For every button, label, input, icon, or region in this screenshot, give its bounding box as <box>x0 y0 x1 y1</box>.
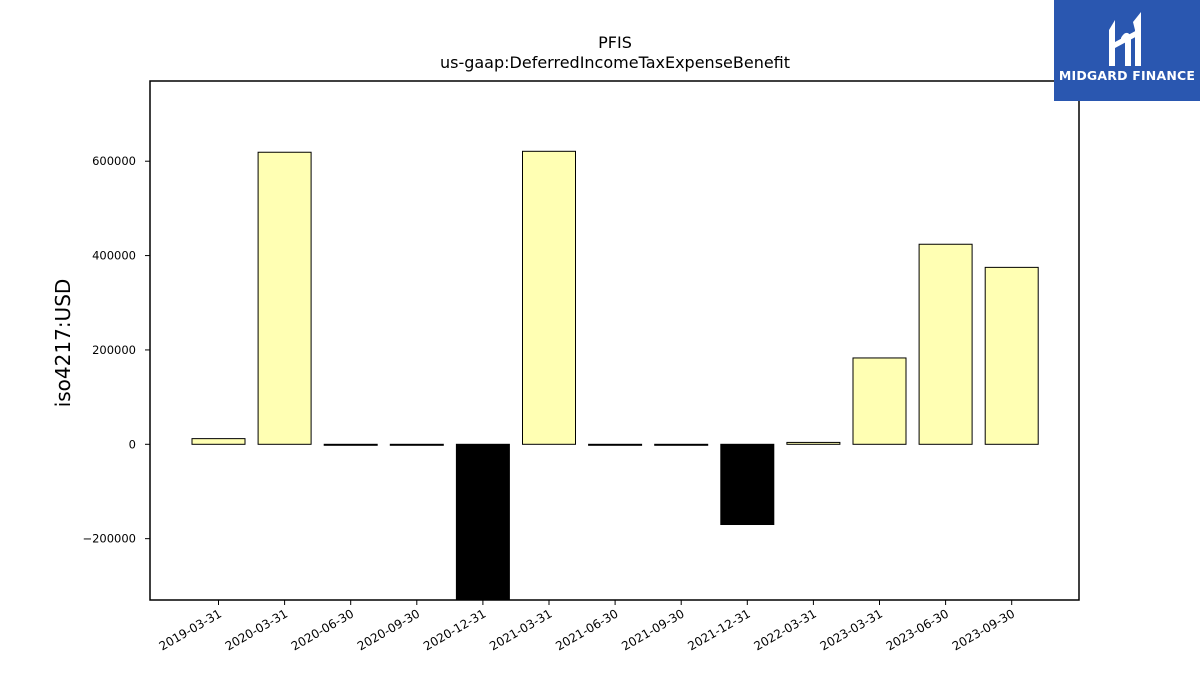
y-tick-label: 0 <box>129 437 136 451</box>
x-tick-label: 2021-12-31 <box>685 606 752 653</box>
x-tick-label: 2021-09-30 <box>619 606 686 653</box>
brand-name: MIDGARD FINANCE <box>1058 68 1196 83</box>
y-tick-label: 600000 <box>92 154 136 168</box>
x-tick-label: 2021-06-30 <box>553 606 620 653</box>
x-tick-label: 2019-03-31 <box>157 606 224 653</box>
x-tick-label: 2020-12-31 <box>421 606 488 653</box>
bar-2019-03-31 <box>191 438 246 445</box>
plot-frame <box>149 80 1080 601</box>
x-tick-label: 2020-03-31 <box>223 606 290 653</box>
bar-2020-03-31 <box>257 151 312 445</box>
bar-2021-03-31 <box>522 150 576 445</box>
chart-title: PFIS <box>598 33 632 52</box>
bar-2022-03-31 <box>786 441 841 445</box>
bar-2021-06-30 <box>588 443 643 446</box>
bar-2020-09-30 <box>389 443 444 446</box>
x-tick-label: 2022-03-31 <box>751 606 818 653</box>
chart-subtitle: us-gaap:DeferredIncomeTaxExpenseBenefit <box>440 53 790 72</box>
bar-2021-09-30 <box>654 443 709 446</box>
bar-2021-12-31 <box>720 443 775 526</box>
y-tick-label: 200000 <box>92 343 136 357</box>
bar-2020-12-31 <box>455 443 510 601</box>
bar-2020-06-30 <box>323 443 378 446</box>
x-tick-label: 2023-06-30 <box>884 606 951 653</box>
x-tick-label: 2023-09-30 <box>950 606 1017 653</box>
bars-group <box>191 150 1039 601</box>
x-tick-label: 2020-09-30 <box>355 606 422 653</box>
x-tick-label: 2023-03-31 <box>818 606 885 653</box>
y-tick-label: −200000 <box>82 532 136 546</box>
y-axis-ticks: −200000 0 200000 400000 600000 <box>82 154 150 546</box>
y-tick-label: 400000 <box>92 249 136 263</box>
logo-mark-icon <box>1109 12 1141 66</box>
bar-2023-06-30 <box>918 243 973 445</box>
y-axis-label: iso4217:USD <box>51 279 75 408</box>
x-tick-label: 2021-03-31 <box>487 606 554 653</box>
x-axis-ticks: 2019-03-312020-03-312020-06-302020-09-30… <box>157 600 1017 653</box>
brand-logo: MIDGARD FINANCE <box>1054 0 1200 101</box>
bar-2023-03-31 <box>852 357 907 445</box>
bar-2023-09-30 <box>984 266 1039 445</box>
x-tick-label: 2020-06-30 <box>289 606 356 653</box>
